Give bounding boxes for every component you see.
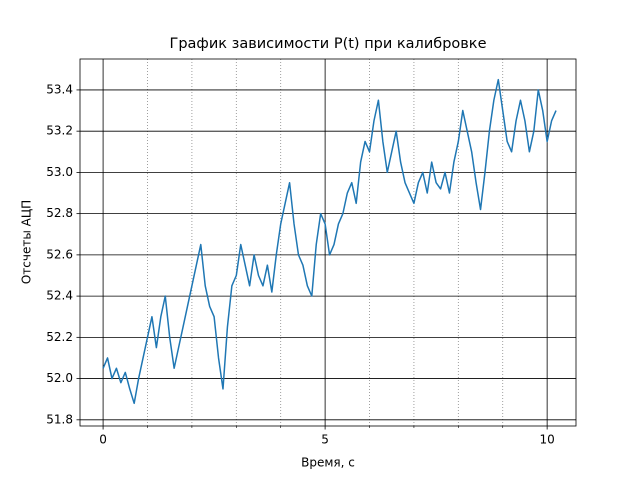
- y-tick-label: 52.8: [46, 206, 73, 220]
- x-tick-label: 5: [321, 433, 329, 447]
- y-tick-label: 52.6: [46, 247, 73, 261]
- y-tick-label: 53.2: [46, 124, 73, 138]
- y-tick-label: 53.0: [46, 165, 73, 179]
- x-tick-label: 0: [99, 433, 107, 447]
- x-axis-label: Время, с: [301, 456, 355, 470]
- y-tick-label: 52.4: [46, 289, 73, 303]
- y-axis-label: Отсчеты АЦП: [20, 200, 34, 284]
- y-tick-label: 52.0: [46, 371, 73, 385]
- y-tick-label: 52.2: [46, 330, 73, 344]
- chart-title: График зависимости P(t) при калибровке: [170, 36, 487, 52]
- plot-frame: [79, 58, 577, 427]
- x-tick-label: 10: [539, 433, 554, 447]
- data-line: [102, 78, 557, 405]
- y-tick-label: 53.4: [46, 82, 73, 96]
- y-tick-label: 51.8: [46, 412, 73, 426]
